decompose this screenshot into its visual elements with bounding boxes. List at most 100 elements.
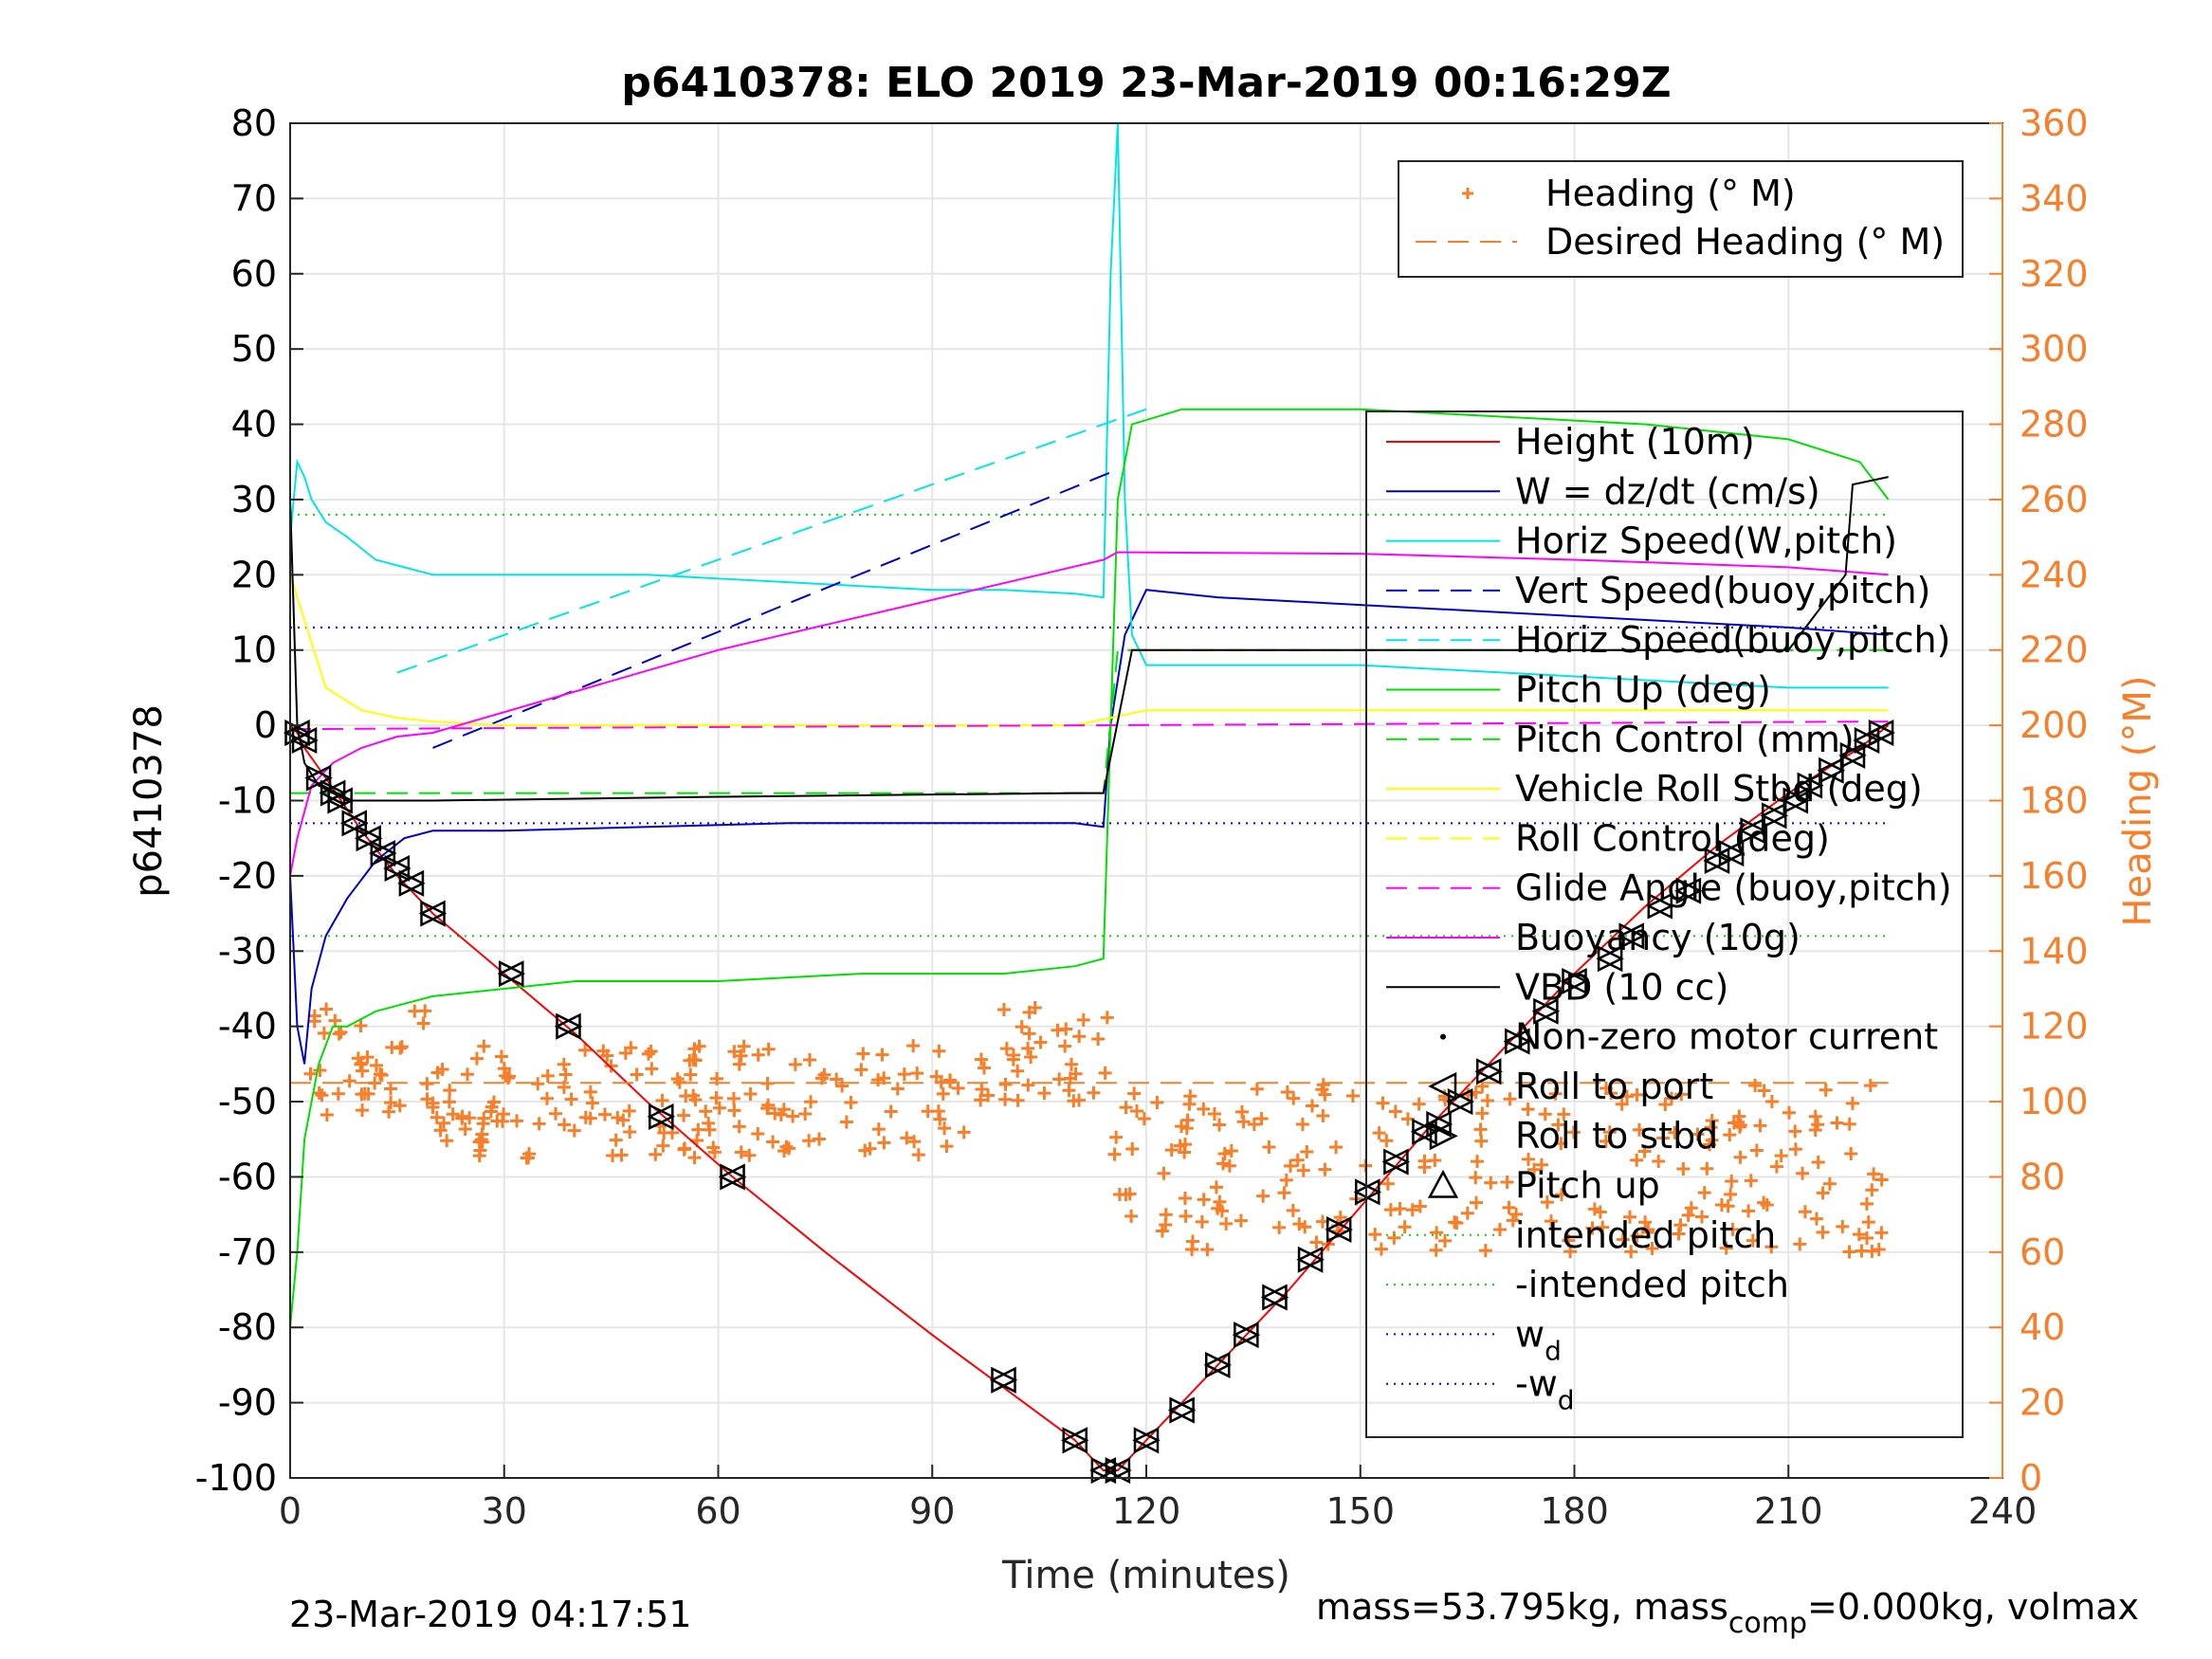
legend-main-label: -intended pitch [1515, 1264, 1789, 1305]
heading-point [1460, 1206, 1474, 1220]
y-tick-label-left: -60 [218, 1156, 277, 1197]
legend-main-label: VBD (10 cc) [1515, 966, 1728, 1008]
heading-point [1769, 1159, 1783, 1174]
heading-point [1874, 1173, 1889, 1187]
heading-point [557, 1057, 571, 1071]
roll-stbd-marker [291, 726, 319, 755]
x-tick-label: 180 [1540, 1490, 1609, 1532]
heading-point [1109, 1130, 1124, 1144]
roll-stbd-marker [1133, 1427, 1161, 1454]
y-tick-label-right: 100 [2020, 1081, 2089, 1122]
roll-stbd-marker [1505, 1028, 1532, 1055]
heading-point [687, 1151, 702, 1165]
heading-point [1107, 1147, 1122, 1161]
heading-point [317, 1026, 331, 1040]
heading-point [521, 1151, 536, 1165]
roll-stbd-marker [1839, 741, 1867, 769]
heading-point [426, 1100, 440, 1114]
roll-stbd-marker [420, 900, 448, 927]
heading-point [1316, 1108, 1330, 1122]
heading-point [1058, 1039, 1072, 1053]
heading-point [1236, 1115, 1251, 1129]
heading-point [1215, 1204, 1229, 1218]
heading-point [940, 1139, 954, 1154]
heading-point [1563, 1245, 1578, 1259]
heading-point [1405, 1203, 1419, 1217]
heading-point [1764, 1095, 1779, 1109]
heading-point [906, 1039, 921, 1053]
heading-point [1782, 1105, 1796, 1120]
heading-point [655, 1093, 669, 1107]
legend-main-label: Horiz Speed(buoy,pitch) [1515, 619, 1950, 661]
heading-point [1197, 1102, 1211, 1116]
heading-point [884, 1104, 898, 1119]
heading-point [609, 1133, 623, 1147]
heading-point [1473, 1122, 1488, 1137]
roll-stbd-marker [649, 1103, 676, 1130]
heading-point [437, 1116, 451, 1130]
heading-point [1867, 1167, 1881, 1181]
heading-point [1566, 1125, 1581, 1139]
heading-point [472, 1135, 486, 1149]
heading-point [1388, 1104, 1402, 1119]
heading-point [1672, 1227, 1686, 1241]
heading-point [938, 1121, 952, 1136]
heading-point [1021, 1078, 1035, 1092]
heading-point [1224, 1143, 1238, 1158]
heading-point [1540, 1195, 1554, 1210]
heading-point [688, 1053, 703, 1067]
heading-point [1069, 1066, 1083, 1081]
legend-main-label: Roll Control (deg) [1515, 817, 1830, 859]
heading-point [1212, 1118, 1226, 1132]
heading-point [1475, 1106, 1490, 1121]
heading-point [1557, 1107, 1571, 1121]
heading-point [726, 1091, 740, 1105]
series-line [396, 408, 1147, 674]
heading-point [435, 1062, 449, 1076]
legend-heading: Heading (° M) Desired Heading (° M) [1398, 160, 1964, 278]
heading-point [1732, 1120, 1746, 1134]
series-line [289, 574, 1889, 727]
heading-point [1554, 1188, 1568, 1202]
series-line [289, 589, 1889, 1065]
heading-point [907, 1135, 922, 1149]
heading-point [856, 1047, 870, 1061]
heading-point [1290, 1153, 1305, 1167]
heading-point [313, 1064, 327, 1077]
heading-point [1130, 1104, 1144, 1119]
heading-point [804, 1095, 818, 1109]
heading-point [677, 1108, 691, 1122]
y-tick-label-left: -20 [218, 855, 277, 897]
heading-point [1150, 1095, 1164, 1109]
heading-point [1345, 1089, 1360, 1103]
heading-point [839, 1115, 853, 1129]
series-line [289, 476, 1889, 802]
heading-point [490, 1114, 504, 1128]
y-tick-label-left: -80 [218, 1306, 277, 1348]
legend-main-label: Roll to stbd [1515, 1115, 1718, 1157]
roll-stbd-marker [1761, 802, 1788, 830]
heading-point [484, 1100, 499, 1114]
heading-point [1430, 1226, 1444, 1240]
heading-point [1652, 1155, 1666, 1169]
heading-point [622, 1103, 636, 1118]
y-tick-label-left: 40 [231, 404, 277, 446]
roll-stbd-marker [991, 1366, 1018, 1394]
heading-point [1376, 1096, 1390, 1110]
heading-point [1816, 1225, 1830, 1239]
heading-point [1819, 1083, 1833, 1097]
heading-point [890, 1082, 905, 1096]
heading-point [1774, 1149, 1788, 1163]
heading-point [1484, 1176, 1498, 1190]
heading-point [356, 1103, 370, 1118]
legend-heading-box [1398, 160, 1964, 278]
heading-point [440, 1134, 454, 1148]
heading-point [1087, 1085, 1101, 1100]
heading-point [1159, 1208, 1173, 1222]
heading-point [732, 1057, 746, 1071]
heading-point [786, 1109, 800, 1123]
heading-point [1705, 1113, 1719, 1127]
series-line [289, 408, 1890, 1328]
heading-point [1593, 1205, 1607, 1219]
heading-point [734, 1048, 748, 1063]
